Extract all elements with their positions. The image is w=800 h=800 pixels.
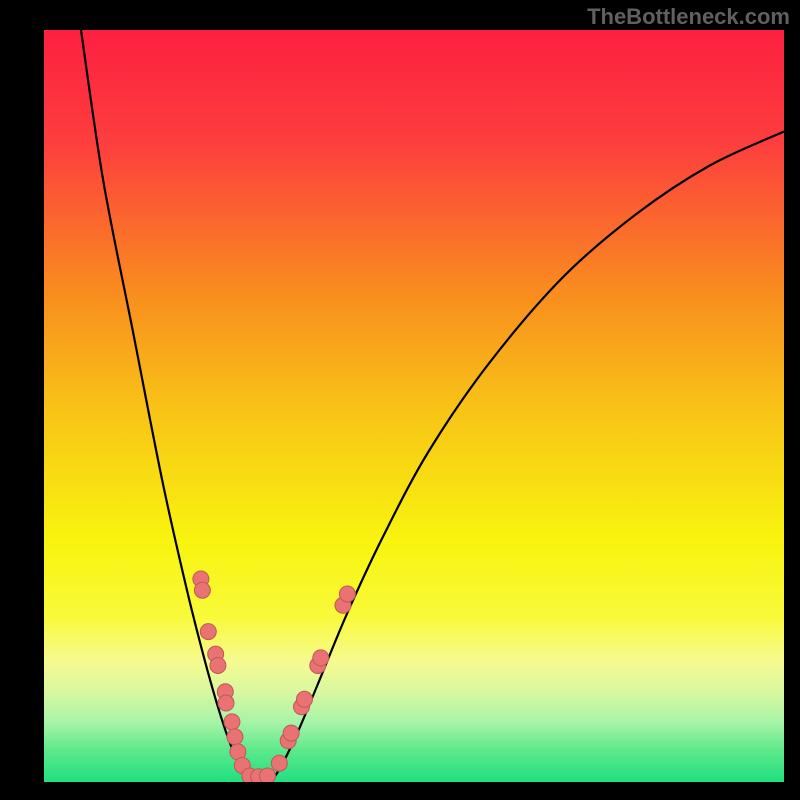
data-marker [283, 725, 299, 741]
data-marker [259, 768, 275, 782]
data-marker [194, 582, 210, 598]
data-marker [227, 729, 243, 745]
chart-container: TheBottleneck.com [0, 0, 800, 800]
data-marker [271, 755, 287, 771]
plot-area [44, 30, 784, 782]
marker-layer [44, 30, 784, 782]
data-marker [200, 624, 216, 640]
data-marker [296, 691, 312, 707]
data-marker [339, 586, 355, 602]
data-marker [313, 650, 329, 666]
watermark-text: TheBottleneck.com [587, 4, 790, 30]
data-marker [218, 695, 234, 711]
data-marker [224, 714, 240, 730]
data-marker [210, 657, 226, 673]
